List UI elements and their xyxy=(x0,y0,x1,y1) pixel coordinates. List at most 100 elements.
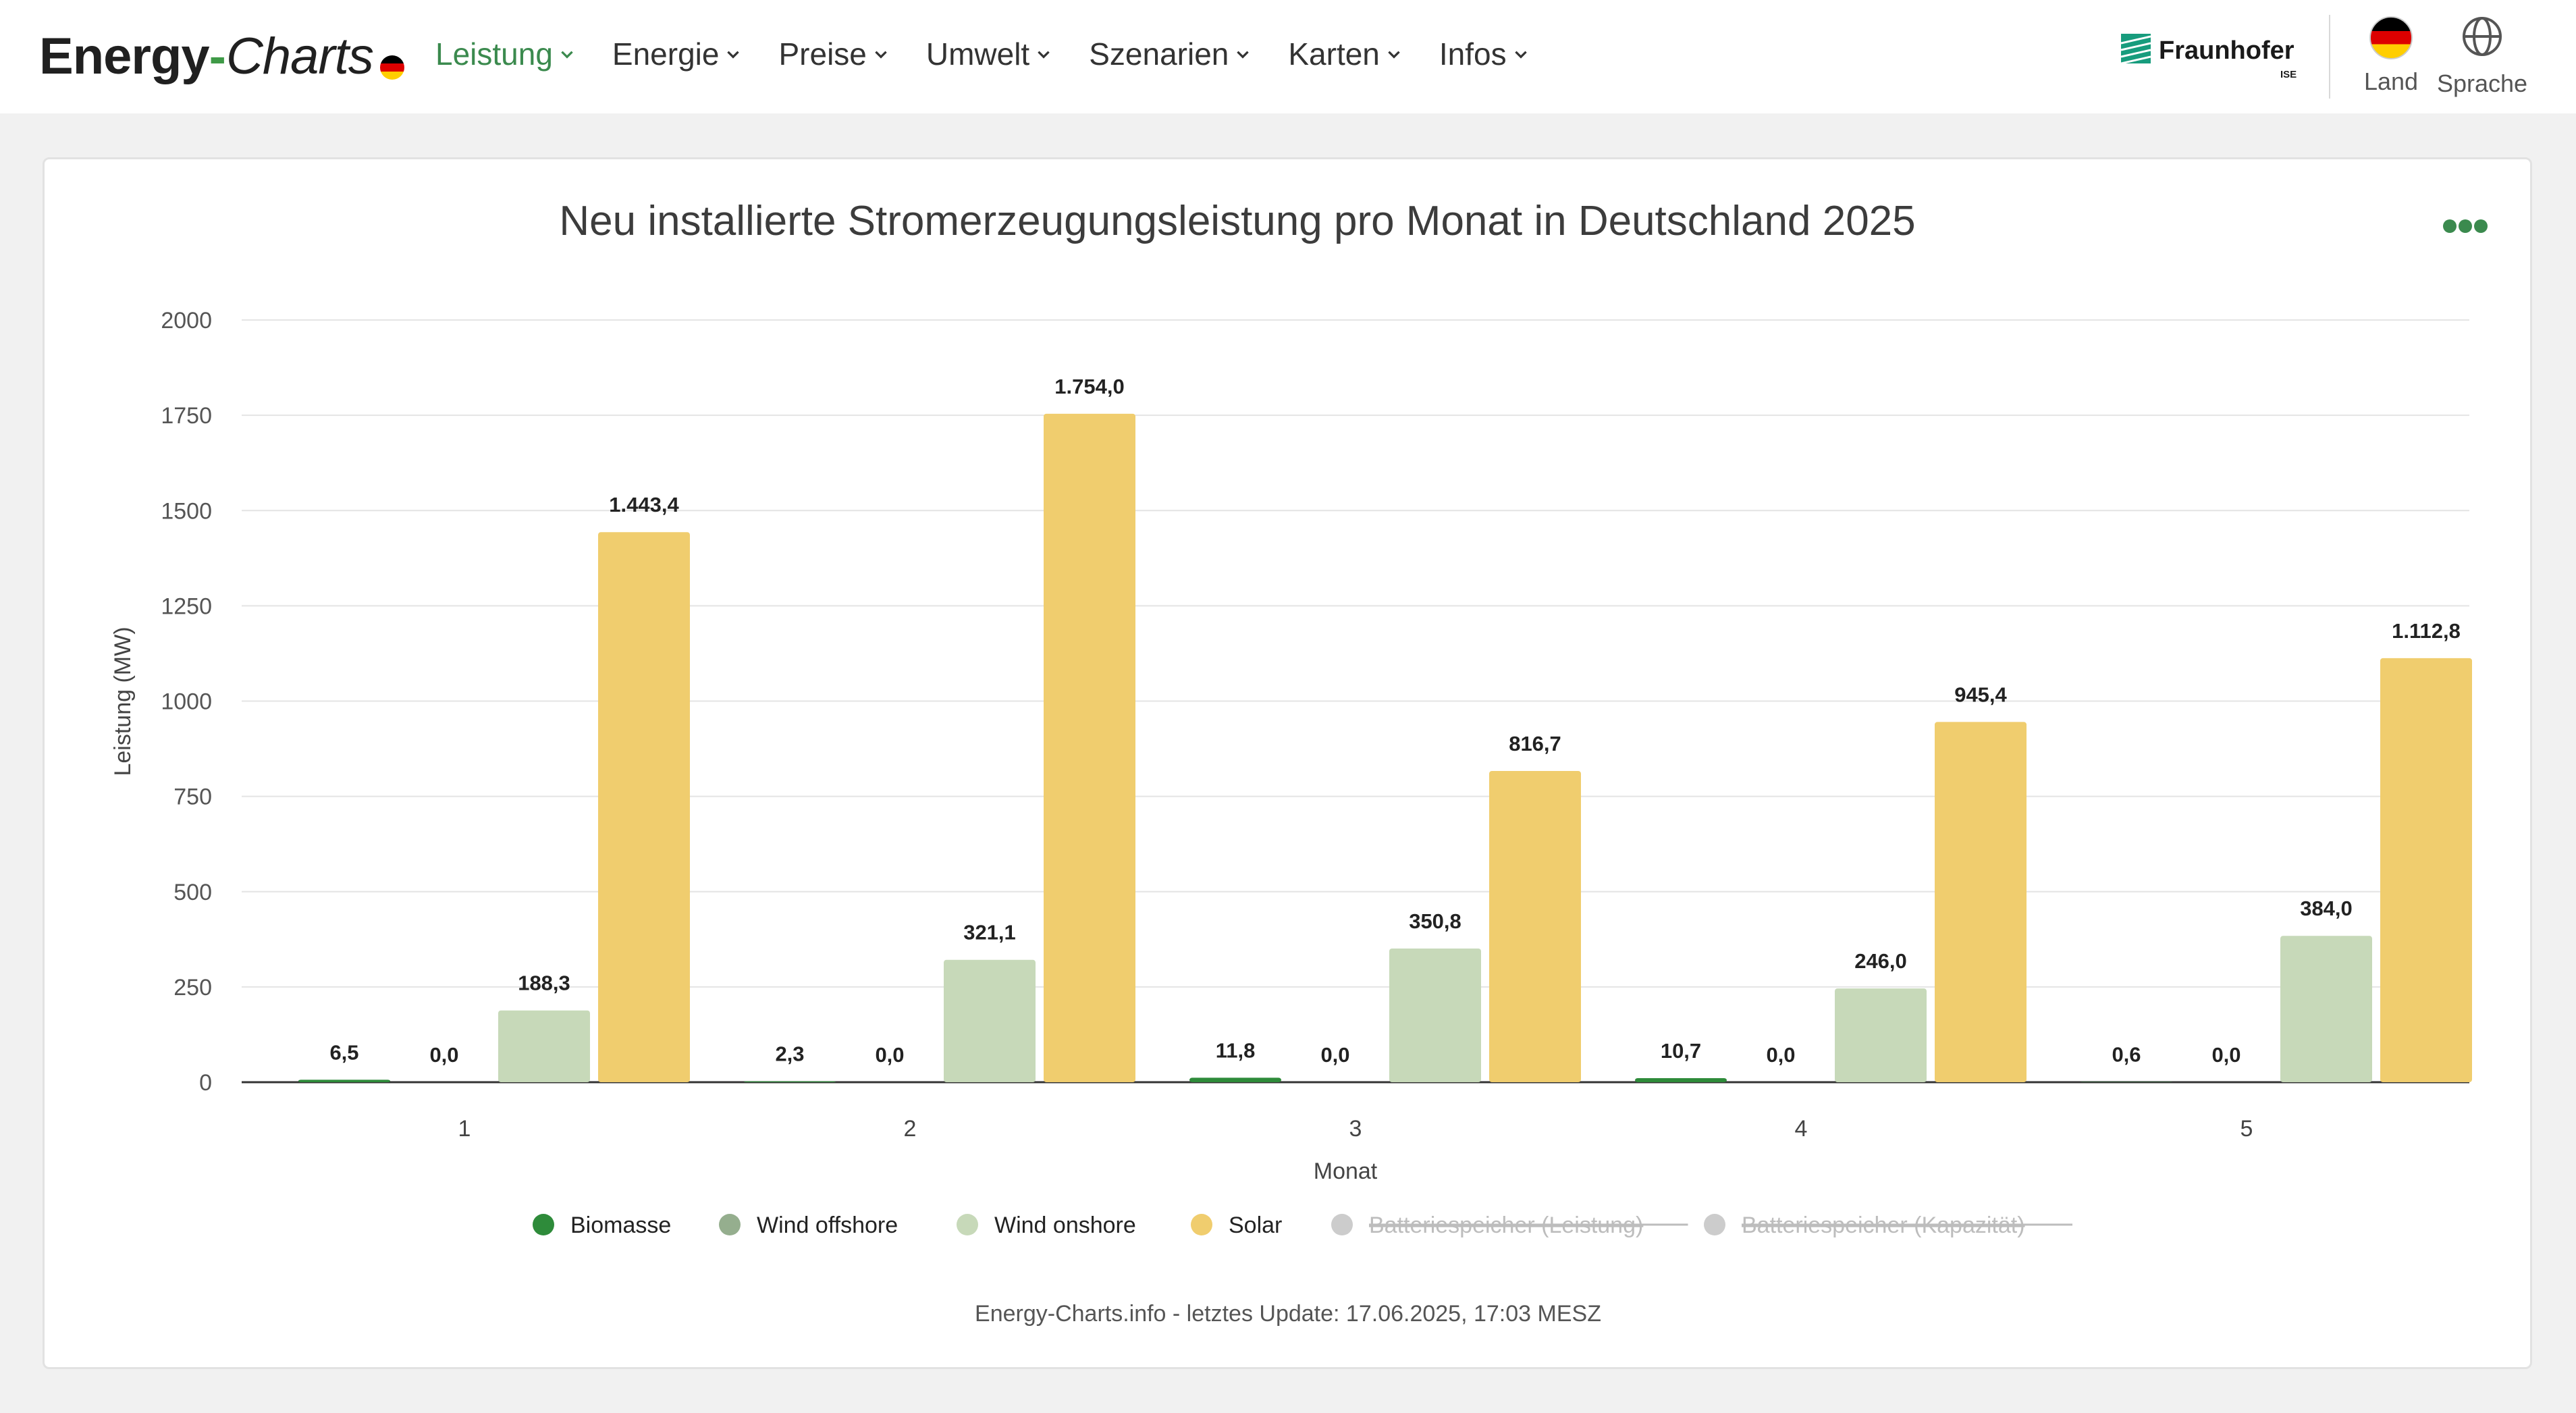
nav-label: Infos xyxy=(1439,36,1507,72)
bar-biomasse xyxy=(1635,1077,1727,1082)
chevron-down-icon xyxy=(561,51,573,59)
data-label: 0,0 xyxy=(429,1043,458,1067)
y-tick-label: 2000 xyxy=(161,308,212,334)
globe-icon xyxy=(2463,17,2502,56)
bar-biomasse xyxy=(298,1079,390,1082)
germany-flag-icon xyxy=(2369,16,2413,59)
chevron-down-icon xyxy=(1514,51,1527,59)
data-label: 1.112,8 xyxy=(2392,619,2461,643)
nav-item-umwelt[interactable]: Umwelt xyxy=(926,36,1052,72)
x-tick-label: 4 xyxy=(1795,1116,1808,1142)
bar-solar xyxy=(2380,658,2472,1082)
legend-marker xyxy=(1704,1214,1725,1235)
main-menu: Leistung Energie Preise Umwelt Szenarien… xyxy=(435,27,1566,81)
more-options-icon[interactable] xyxy=(2442,217,2488,235)
bar-solar xyxy=(1489,770,1581,1082)
x-tick-label: 3 xyxy=(1349,1116,1362,1142)
fraunhofer-logo[interactable]: Fraunhofer ISE xyxy=(2121,32,2310,88)
data-label: 6,5 xyxy=(329,1040,358,1064)
chevron-down-icon xyxy=(875,51,887,59)
data-label: 350,8 xyxy=(1409,909,1461,933)
legend-marker xyxy=(533,1214,554,1235)
fraunhofer-ise: ISE xyxy=(2280,69,2297,80)
nav-item-karten[interactable]: Karten xyxy=(1288,36,1403,72)
nav-label: Karten xyxy=(1288,36,1380,72)
data-label: 0,0 xyxy=(875,1043,904,1067)
bar-wind-onshore xyxy=(2280,936,2372,1082)
y-tick-label: 1000 xyxy=(161,689,212,715)
y-tick-label: 1750 xyxy=(161,403,212,429)
fraunhofer-name: Fraunhofer xyxy=(2159,36,2295,65)
nav-label: Szenarien xyxy=(1089,36,1229,72)
x-tick-label: 1 xyxy=(458,1116,471,1142)
chevron-down-icon xyxy=(1388,51,1400,59)
data-label: 0,0 xyxy=(2211,1043,2240,1067)
bar-wind-onshore xyxy=(944,959,1036,1082)
legend-item-2[interactable]: Wind offshore xyxy=(757,1212,898,1238)
legend-item-3[interactable]: Wind onshore xyxy=(994,1212,1136,1238)
fraunhofer-mark-icon xyxy=(2121,34,2151,63)
y-tick-label: 750 xyxy=(173,784,212,810)
data-label: 188,3 xyxy=(518,971,570,995)
nav-item-energie[interactable]: Energie xyxy=(612,36,743,72)
nav-item-infos[interactable]: Infos xyxy=(1439,36,1530,72)
bar-solar xyxy=(1935,722,2027,1082)
bar-solar xyxy=(598,532,690,1082)
bar-wind-onshore xyxy=(498,1010,590,1082)
chevron-down-icon xyxy=(1237,51,1250,59)
data-label: 11,8 xyxy=(1216,1038,1256,1062)
x-tick-label: 5 xyxy=(2240,1116,2253,1142)
data-label: 0,0 xyxy=(1320,1043,1349,1067)
data-label: 0,6 xyxy=(2112,1043,2141,1067)
legend-item-1[interactable]: Biomasse xyxy=(570,1212,671,1238)
chevron-down-icon xyxy=(1038,51,1050,59)
chart-card xyxy=(43,157,2532,1369)
data-label: 246,0 xyxy=(1854,949,1907,973)
bar-wind-onshore xyxy=(1835,988,1927,1082)
top-navigation-bar: Energy - Charts Leistung Energie Preise … xyxy=(0,0,2576,113)
legend-marker xyxy=(1331,1214,1353,1235)
logo-text-energy: Energy xyxy=(39,27,210,85)
energy-charts-logo[interactable]: Energy - Charts xyxy=(39,26,404,86)
chevron-down-icon xyxy=(727,51,740,59)
header-divider xyxy=(2329,15,2330,99)
y-tick-label: 1500 xyxy=(161,498,212,524)
nav-label: Leistung xyxy=(435,36,553,72)
data-label: 2,3 xyxy=(775,1042,804,1066)
nav-label: Preise xyxy=(778,36,867,72)
germany-flag-icon xyxy=(379,55,404,80)
chart-title: Neu installierte Stromerzeugungsleistung… xyxy=(559,198,1915,244)
y-axis-label: Leistung (MW) xyxy=(110,626,136,776)
data-label: 816,7 xyxy=(1509,732,1561,755)
y-tick-label: 0 xyxy=(199,1070,212,1096)
x-tick-label: 2 xyxy=(904,1116,917,1142)
bar-wind-onshore xyxy=(1389,948,1481,1082)
data-label: 1.754,0 xyxy=(1054,375,1124,398)
nav-item-preise[interactable]: Preise xyxy=(778,36,889,72)
data-label: 1.443,4 xyxy=(609,493,679,516)
legend-marker xyxy=(957,1214,978,1235)
y-tick-label: 500 xyxy=(173,880,212,905)
legend-marker xyxy=(719,1214,741,1235)
legend-marker xyxy=(1191,1214,1212,1235)
legend-item-4[interactable]: Solar xyxy=(1229,1212,1282,1238)
data-label: 0,0 xyxy=(1766,1043,1795,1067)
nav-item-szenarien[interactable]: Szenarien xyxy=(1089,36,1252,72)
data-label: 384,0 xyxy=(2300,897,2353,920)
language-selector[interactable]: Sprache xyxy=(2435,15,2529,98)
logo-text-charts: Charts xyxy=(225,27,374,85)
country-selector[interactable]: Land xyxy=(2344,15,2438,96)
last-update-note: Energy-Charts.info - letztes Update: 17.… xyxy=(975,1301,1601,1327)
bar-solar xyxy=(1044,413,1135,1082)
nav-item-leistung[interactable]: Leistung xyxy=(435,36,576,72)
y-tick-label: 250 xyxy=(173,975,212,1001)
data-label: 945,4 xyxy=(1954,683,2007,706)
data-label: 321,1 xyxy=(963,921,1016,944)
nav-label: Umwelt xyxy=(925,36,1030,72)
nav-label: Energie xyxy=(612,36,720,72)
data-label: 10,7 xyxy=(1661,1039,1701,1063)
x-axis-label: Monat xyxy=(1314,1158,1378,1184)
y-tick-label: 1250 xyxy=(161,593,212,619)
bar-biomasse xyxy=(1189,1077,1281,1082)
